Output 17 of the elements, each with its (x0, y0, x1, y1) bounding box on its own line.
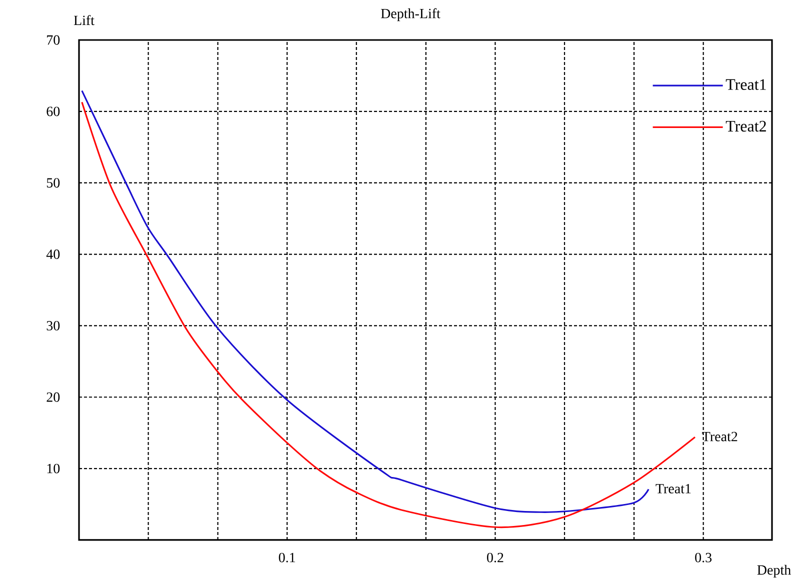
x-tick-label: 0.3 (695, 552, 712, 562)
x-tick-label: 0.1 (278, 552, 296, 562)
y-tick-label: 50 (46, 178, 60, 188)
y-axis-title: Lift (74, 15, 94, 26)
y-tick-label: 30 (46, 320, 60, 330)
chart-title: Depth-Lift (380, 8, 440, 22)
y-tick-label: 20 (46, 392, 60, 402)
legend-label: Treat1 (726, 79, 766, 90)
y-tick-label: 10 (47, 464, 60, 474)
y-tick-label: 60 (46, 106, 60, 116)
x-tick-label: 0.2 (487, 552, 504, 562)
y-tick-label: 70 (47, 35, 60, 45)
y-tick-label: 40 (46, 250, 60, 260)
annotation: Treat1 (656, 484, 691, 494)
x-axis-title: Depth (757, 564, 791, 578)
annotation: Treat2 (702, 432, 738, 442)
legend-label: Treat2 (726, 120, 766, 132)
